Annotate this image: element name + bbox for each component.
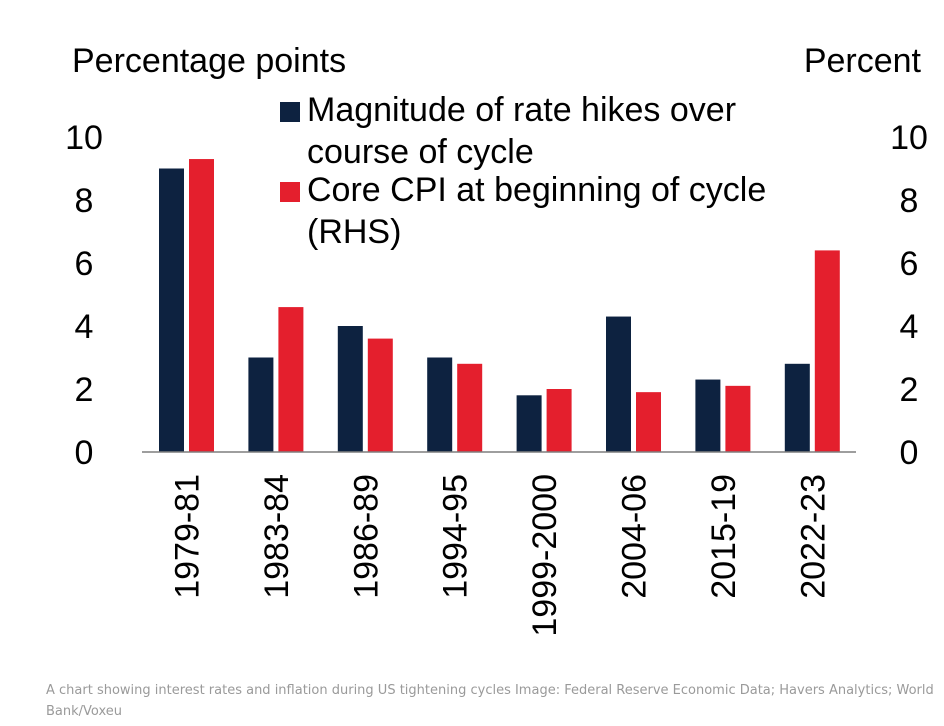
legend-swatch [280, 182, 300, 202]
right-y-tick-label: 4 [900, 308, 919, 346]
x-tick-label: 2022-23 [794, 474, 832, 599]
core-cpi-bar [725, 385, 751, 452]
right-y-tick-label: 8 [900, 182, 919, 220]
x-tick-label: 1983-84 [258, 474, 296, 599]
rate-hike-bar [337, 326, 363, 452]
x-tick-label: 1999-2000 [526, 474, 564, 637]
x-tick-label: 2004-06 [616, 474, 654, 599]
right-y-tick-label: 2 [900, 371, 919, 409]
right-y-tick-label: 6 [900, 245, 919, 283]
image-caption: A chart showing interest rates and infla… [46, 683, 934, 719]
rate-hike-bar [427, 357, 453, 452]
rate-hike-bar [159, 168, 184, 452]
left-y-tick-label: 2 [75, 371, 94, 409]
rate-hike-bar [784, 363, 810, 452]
x-tick-label: 1986-89 [347, 474, 385, 599]
legend: Magnitude of rate hikes over course of cy… [280, 91, 766, 251]
x-tick-label: 1994-95 [437, 474, 475, 599]
right-axis-label: Percent [804, 42, 922, 80]
bars [159, 159, 840, 453]
rate-hike-bar [606, 316, 631, 452]
core-cpi-bar [457, 363, 483, 452]
core-cpi-bar [636, 392, 661, 452]
core-cpi-bar [367, 338, 393, 452]
x-axis-labels: 1979-81 1983-84 1986-89 1994-95 1999-2000 200… [169, 474, 833, 637]
left-axis-label: Percentage points [72, 42, 346, 80]
left-y-tick-label: 4 [75, 308, 94, 346]
x-tick-label: 1979-81 [169, 474, 207, 599]
left-y-tick-label: 0 [75, 434, 94, 472]
left-y-tick-label: 8 [75, 182, 94, 220]
bar-chart: Percentage points Percent 0 2 4 6 8 10 0 2 4 6 8 1… [65, 42, 928, 637]
left-y-axis: 0 2 4 6 8 10 [65, 119, 103, 472]
legend-swatch [280, 102, 300, 122]
left-y-tick-label: 6 [75, 245, 94, 283]
core-cpi-bar [189, 159, 214, 453]
right-y-tick-label: 10 [890, 119, 928, 157]
rate-hike-bar [516, 395, 542, 452]
left-y-tick-label: 10 [65, 119, 103, 157]
right-y-axis: 0 2 4 6 8 10 [890, 119, 928, 472]
x-tick-label: 2015-19 [705, 474, 743, 599]
legend-label: Magnitude of rate hikes over [307, 91, 736, 129]
legend-label: (RHS) [307, 213, 401, 251]
legend-label: Core CPI at beginning of cycle [307, 171, 766, 209]
rate-hike-bar [695, 379, 721, 452]
rate-hike-bar [248, 357, 274, 452]
core-cpi-bar [278, 307, 304, 452]
core-cpi-bar [814, 250, 840, 452]
core-cpi-bar [546, 389, 572, 452]
legend-label: course of cycle [307, 133, 534, 171]
right-y-tick-label: 0 [900, 434, 919, 472]
